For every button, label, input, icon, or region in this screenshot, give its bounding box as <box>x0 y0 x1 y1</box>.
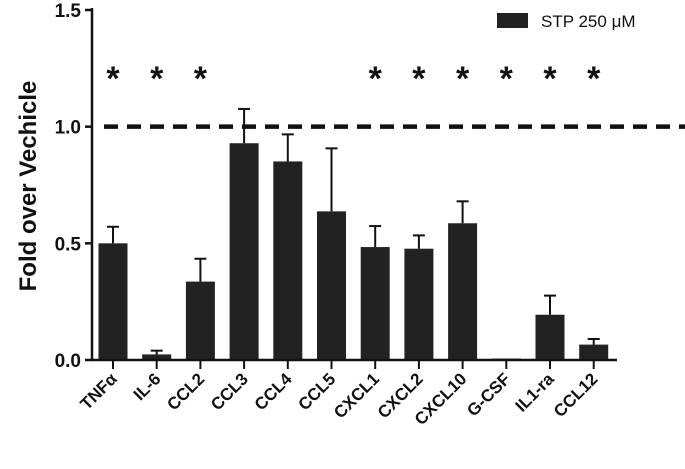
axes-group <box>90 8 617 362</box>
bar-ccl4 <box>273 161 303 360</box>
x-tick-label: CCL4 <box>251 369 296 414</box>
bar-cxcl2 <box>404 248 434 360</box>
significance-star: * <box>150 60 164 98</box>
significance-star: * <box>412 60 426 98</box>
legend: STP 250 μM <box>497 12 636 31</box>
significance-star: * <box>587 60 601 98</box>
legend-swatch <box>497 13 528 28</box>
bar-cxcl10 <box>448 223 478 360</box>
bar-il-6 <box>142 354 172 360</box>
y-ticks-group: 0.0 0.5 1.0 1.5 <box>55 1 92 372</box>
bar-il1-ra <box>535 314 565 360</box>
significance-star: * <box>369 60 383 98</box>
x-tick-label: TNFα <box>77 369 122 414</box>
x-tick-label: G-CSF <box>463 369 514 420</box>
x-tick-label: IL-6 <box>130 369 165 404</box>
bar-ccl3 <box>229 143 259 360</box>
y-tick-label: 1.5 <box>55 1 82 22</box>
y-tick-label: 1.0 <box>55 118 81 139</box>
bar-ccl12 <box>579 344 609 360</box>
x-tick-label: CCL12 <box>550 369 602 421</box>
legend-label: STP 250 μM <box>541 12 636 31</box>
bar-ccl5 <box>317 211 346 360</box>
significance-star: * <box>106 60 120 98</box>
error-bars-group <box>107 107 600 355</box>
y-tick-label: 0.5 <box>55 234 82 255</box>
y-axis-label: Fold over Vechicle <box>15 81 42 292</box>
bar-tnfα <box>98 243 128 360</box>
significance-group: * * * * * * * * * <box>106 60 601 98</box>
significance-star: * <box>543 60 557 98</box>
x-tick-label: CCL2 <box>163 369 208 414</box>
significance-star: * <box>194 60 208 98</box>
y-tick-label: 0.0 <box>55 351 81 372</box>
x-tick-label: CCL3 <box>207 369 252 414</box>
significance-star: * <box>456 60 470 98</box>
bar-ccl2 <box>185 281 215 360</box>
bars-group <box>98 143 609 360</box>
bar-cxcl1 <box>360 247 390 360</box>
x-ticks-group: TNFα IL-6CCL2CCL3CCL4CCL5CXCL1CXCL2CXCL10… <box>77 360 602 429</box>
x-tick-label: CXCL1 <box>330 369 383 422</box>
significance-star: * <box>500 60 514 98</box>
